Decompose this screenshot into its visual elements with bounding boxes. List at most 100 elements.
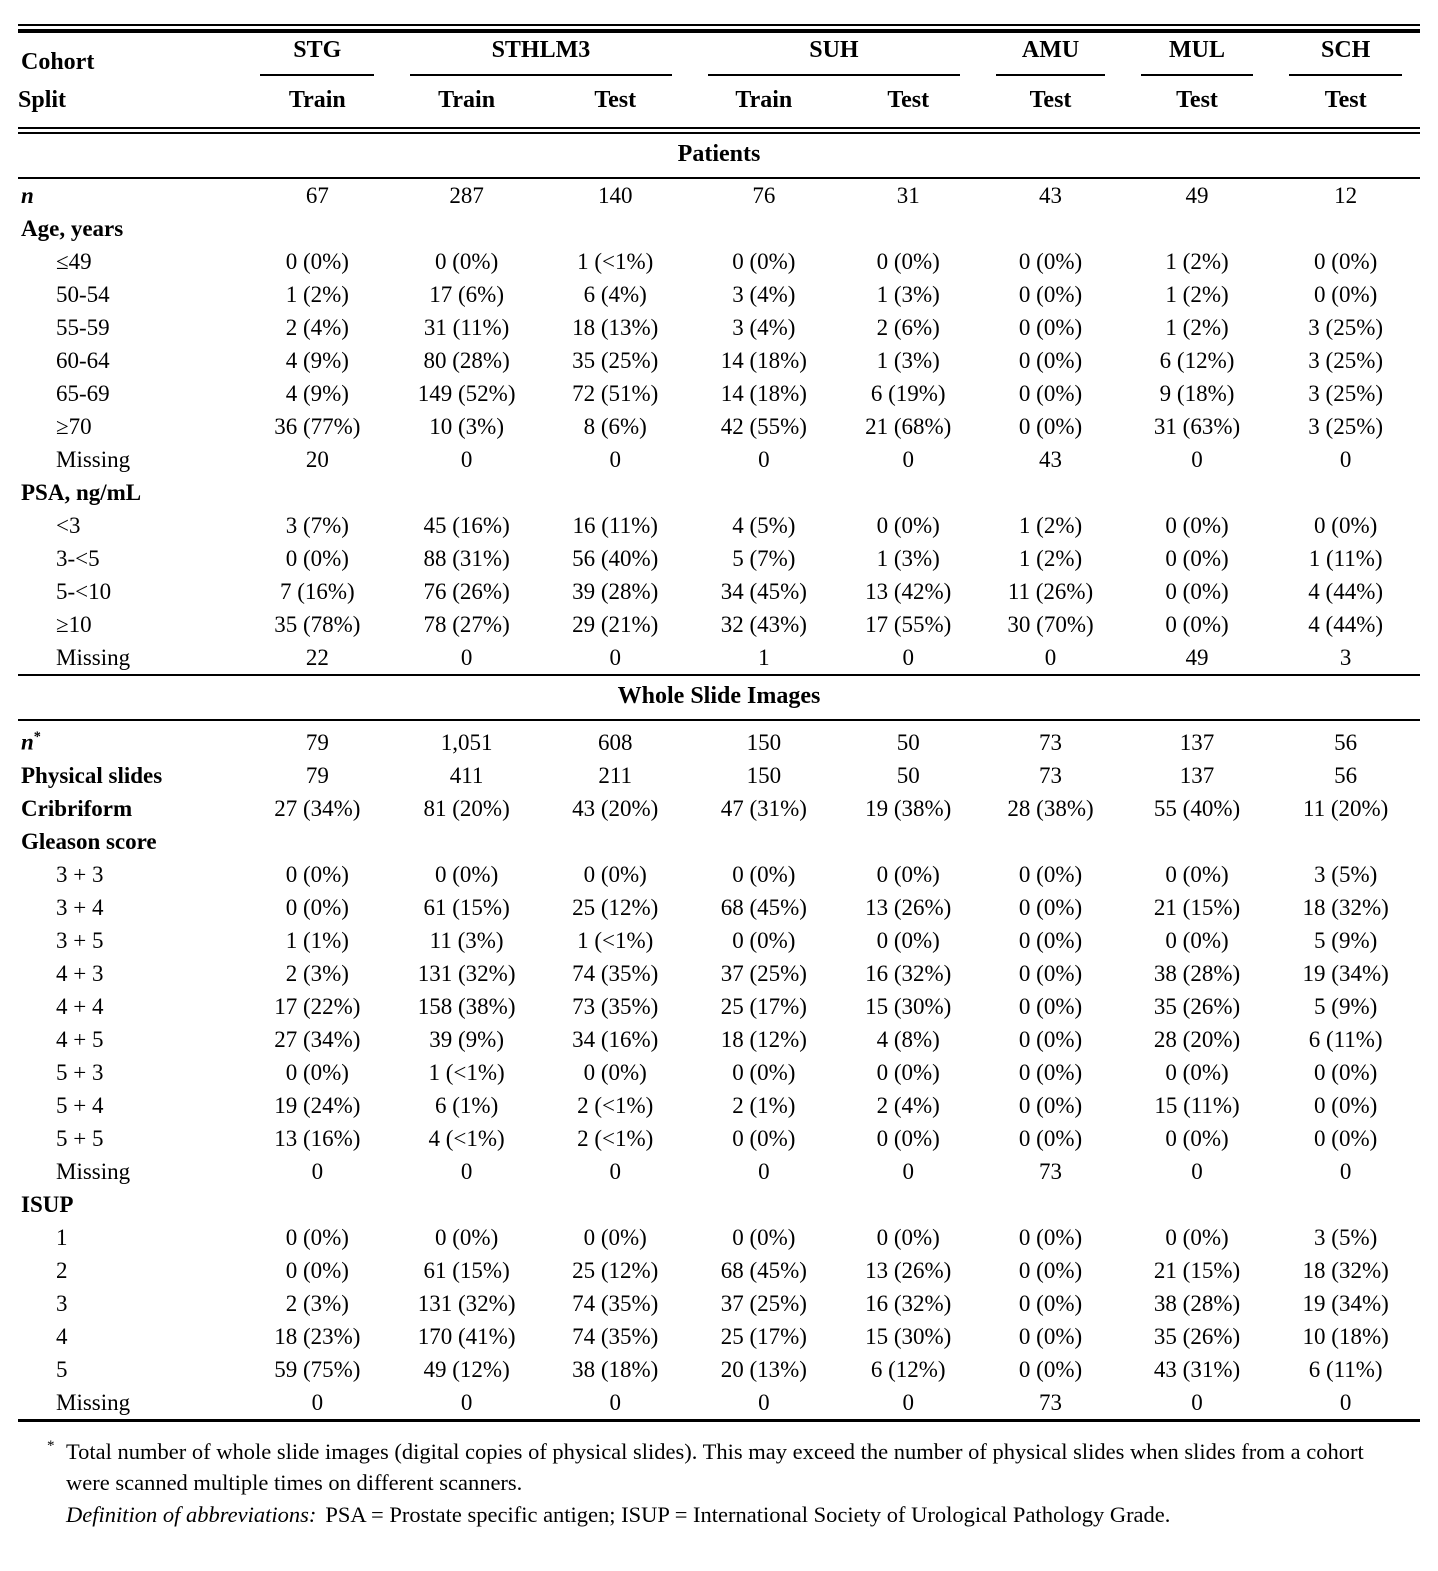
value-cell: 73 (1039, 1389, 1063, 1415)
table-row: 3 + 4 0 (0%) 61 (15%) 25 (12%) 68 (45%) 13 (2… (18, 891, 1420, 924)
value-cell: 0 (0%) (1018, 414, 1083, 439)
value-cell: 17 (6%) (429, 282, 504, 307)
value-cell: 4 (44%) (1308, 579, 1384, 604)
value-cell: 25 (17%) (720, 1323, 807, 1349)
value-cell: 0 (902, 447, 914, 472)
table-bottom-rule-row (18, 1418, 1420, 1422)
cohort-underline: SUH (707, 37, 961, 76)
row-label: 5 + 5 (56, 1125, 104, 1151)
table-row: 5-<10 7 (16%) 76 (26%) 39 (28%) 34 (45%) 13 (… (18, 575, 1420, 608)
value-cell: 76 (26%) (423, 579, 510, 604)
value-cell: 0 (0%) (732, 1224, 796, 1250)
value-cell: 0 (0%) (732, 861, 796, 887)
value-cell: 68 (45%) (720, 894, 807, 920)
value-cell: 0 (0%) (1018, 381, 1083, 406)
paper-table-page: Cohort STG STHLM3 SUH AMU MUL SCH Split Train Tra… (18, 24, 1420, 1531)
value-cell: 170 (41%) (417, 1323, 516, 1349)
value-cell: 3 (5%) (1314, 1224, 1378, 1250)
cohort-underline: MUL (1140, 37, 1254, 76)
value-cell: 56 (1334, 762, 1358, 788)
value-cell: 79 (305, 762, 329, 788)
section-title-divider (18, 177, 1420, 179)
value-cell: 0 (460, 645, 473, 670)
cohort-header-mul: MUL (1123, 33, 1272, 76)
value-cell: 1,051 (440, 729, 493, 755)
row-label: 3 + 5 (56, 927, 104, 953)
section-divider (18, 674, 1420, 676)
value-cell (242, 825, 392, 858)
value-cell: 19 (34%) (1302, 960, 1389, 986)
section-title: Whole Slide Images (617, 683, 821, 709)
value-cell: 43 (1039, 447, 1063, 472)
value-cell: 0 (609, 1158, 621, 1184)
value-cell: 80 (28%) (423, 348, 510, 373)
value-cell: 0 (1339, 1389, 1352, 1415)
cohort-header-amu: AMU (978, 33, 1122, 76)
value-cell (541, 825, 690, 858)
value-cell: 21 (15%) (1153, 1257, 1241, 1283)
table-row: 4 18 (23%) 170 (41%) 74 (35%) 25 (17%) 15 (30… (18, 1320, 1420, 1353)
row-label: 3 + 4 (56, 894, 104, 920)
row-label: 5 (56, 1356, 68, 1382)
value-cell: 0 (0%) (1018, 1059, 1083, 1085)
value-cell: 5 (9%) (1314, 927, 1378, 953)
table-row: Cribriform 27 (34%) 81 (20%) 43 (20%) 47 (31… (18, 792, 1420, 825)
section-divider-row (18, 674, 1420, 676)
value-cell: 3 (25%) (1308, 381, 1384, 406)
value-cell: 0 (0%) (1018, 315, 1083, 340)
value-cell: 79 (305, 729, 329, 755)
value-cell (690, 476, 839, 509)
value-cell: 0 (0%) (732, 1059, 796, 1085)
value-cell: 15 (30%) (865, 1323, 952, 1349)
value-cell: 36 (77%) (274, 414, 361, 439)
value-cell (838, 825, 978, 858)
value-cell: 6 (11%) (1308, 1356, 1383, 1382)
cohort-header-row: Cohort STG STHLM3 SUH AMU MUL SCH (18, 33, 1420, 76)
value-cell: 1 (3%) (876, 546, 940, 571)
cohort-name-label: AMU (1021, 37, 1080, 63)
value-cell: 0 (0%) (1018, 1224, 1083, 1250)
value-cell: 1 (<1%) (577, 927, 654, 953)
cohort-header-suh: SUH (690, 33, 979, 76)
value-cell: 0 (1191, 447, 1203, 472)
value-cell: 0 (0%) (1314, 513, 1378, 538)
row-label: Missing (56, 1158, 131, 1184)
value-cell: 74 (35%) (572, 960, 659, 986)
value-cell: 67 (305, 183, 329, 208)
value-cell: 2 (6%) (876, 315, 940, 340)
table-row: 50-54 1 (2%) 17 (6%) 6 (4%) 3 (4%) 1 (3%) 0 (0… (18, 278, 1420, 311)
table-row: 2 0 (0%) 61 (15%) 25 (12%) 68 (45%) 13 (26%) 0… (18, 1254, 1420, 1287)
value-cell (978, 825, 1122, 858)
table-row: 3-<5 0 (0%) 88 (31%) 56 (40%) 5 (7%) 1 (3%) 1 … (18, 542, 1420, 575)
value-cell: 4 (<1%) (428, 1125, 505, 1151)
value-cell: 18 (12%) (720, 1026, 807, 1052)
row-label: Missing (56, 447, 131, 472)
value-cell: 0 (0%) (1018, 1092, 1083, 1118)
table-bottom-rule-line (18, 1418, 1420, 1422)
table-row: ≥70 36 (77%) 10 (3%) 8 (6%) 42 (55%) 21 (68%)… (18, 410, 1420, 443)
value-cell: 12 (1334, 183, 1358, 208)
cohort-name-label: SCH (1320, 37, 1371, 63)
value-cell: 0 (0%) (876, 513, 940, 538)
table-row: 4 + 3 2 (3%) 131 (32%) 74 (35%) 37 (25%) 16 (… (18, 957, 1420, 990)
split-label-cell: Train (288, 87, 346, 113)
value-cell (1123, 1188, 1272, 1221)
table-row: n* 79 1,051 608 150 50 73 137 56 (18, 721, 1420, 759)
value-cell (242, 476, 392, 509)
row-label: PSA, ng/mL (21, 480, 142, 505)
cohort-name-label: STHLM3 (491, 37, 591, 63)
footnote-abbreviations: Definition of abbreviations: PSA = Prosta… (66, 1499, 1398, 1531)
table-row: Missing 0 0 0 0 0 73 0 0 (18, 1155, 1420, 1188)
value-cell: 7 (16%) (279, 579, 355, 604)
value-cell: 28 (38%) (1007, 795, 1094, 821)
value-cell: 0 (460, 447, 473, 472)
value-cell: 2 (<1%) (577, 1125, 654, 1151)
value-cell: 14 (18%) (720, 381, 807, 406)
value-cell: 49 (12%) (423, 1356, 510, 1382)
value-cell: 72 (51%) (572, 381, 659, 406)
value-cell: 0 (0%) (1314, 1092, 1378, 1118)
value-cell: 0 (0%) (1018, 993, 1083, 1019)
value-cell: 34 (45%) (720, 579, 807, 604)
cohort-header-sthlm3: STHLM3 (392, 33, 689, 76)
value-cell: 0 (0%) (1018, 249, 1083, 274)
